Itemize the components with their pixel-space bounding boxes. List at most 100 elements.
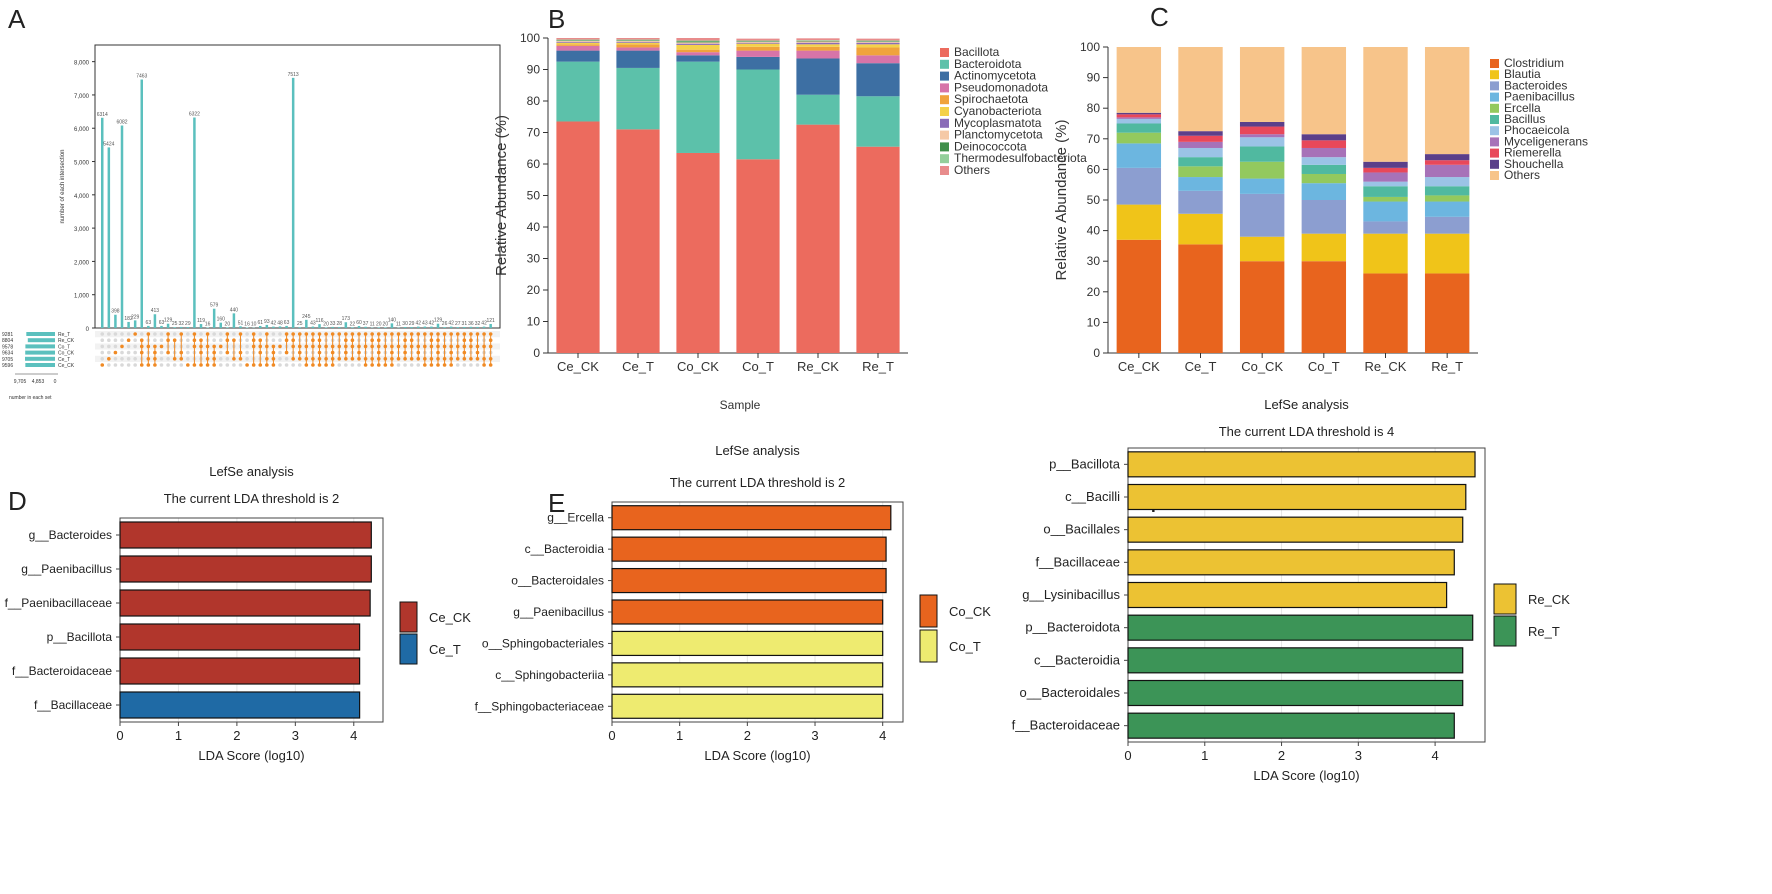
- intersection-bar: [443, 327, 446, 328]
- stacked-segment: [1178, 131, 1223, 136]
- set-axis-tick: 9,705: [14, 379, 27, 385]
- intersection-value-label: 413: [151, 308, 160, 314]
- stacked-segment: [676, 41, 720, 43]
- matrix-dot: [278, 344, 282, 349]
- matrix-dot: [139, 332, 144, 336]
- y-tick-label: 90: [527, 63, 541, 77]
- y-category-label: c__Bacilli: [1065, 489, 1120, 504]
- matrix-dot: [218, 350, 223, 355]
- stacked-segment: [1116, 143, 1162, 168]
- panel-label-b: B: [548, 4, 565, 34]
- intersection-value-label: 42: [271, 321, 277, 327]
- intersection-bar: [423, 326, 427, 328]
- matrix-dot: [232, 332, 236, 336]
- x-tick-label: Co_CK: [677, 359, 719, 374]
- matrix-dot: [126, 357, 131, 361]
- plot-frame: [119, 517, 384, 723]
- legend-label: Paenibacillus: [1504, 90, 1575, 104]
- matrix-dot: [278, 357, 282, 361]
- intersection-value-label: 160: [217, 317, 226, 323]
- matrix-dot: [113, 344, 118, 349]
- legend-label: Re_T: [1528, 624, 1560, 639]
- y-tick-label: 7,000: [74, 94, 90, 100]
- stacked-segment: [856, 38, 900, 41]
- matrix-dot: [113, 350, 118, 355]
- intersection-bar: [417, 326, 420, 328]
- stacked-segment: [556, 45, 600, 51]
- stacked-segment: [1116, 239, 1162, 353]
- matrix-dot: [403, 363, 407, 367]
- matrix-dot: [166, 357, 170, 361]
- intersection-bar: [140, 79, 143, 328]
- intersection-value-label: 42: [481, 321, 487, 327]
- intersection-value-label: 42: [415, 321, 421, 327]
- matrix-dot: [172, 363, 177, 367]
- set-name-label: Re_T: [58, 332, 70, 338]
- intersection-value-label: 63: [284, 320, 290, 326]
- matrix-dot: [107, 338, 111, 343]
- matrix-dot: [133, 344, 137, 349]
- legend-swatch: [1490, 103, 1499, 113]
- intersection-value-label: 30: [402, 321, 408, 327]
- stacked-segment: [1301, 173, 1347, 184]
- stacked-segment: [676, 55, 720, 62]
- matrix-dot: [159, 338, 164, 343]
- legend-label: Ce_T: [429, 642, 461, 657]
- matrix-dot: [120, 363, 124, 367]
- stacked-segment: [1363, 196, 1408, 202]
- stacked-segment: [796, 42, 840, 45]
- y-category-label: p__Bacillota: [1049, 456, 1121, 471]
- set-name-label: Co_T: [58, 344, 70, 350]
- set-axis-tick: 0: [54, 379, 57, 385]
- intersection-value-label: 20: [225, 321, 231, 327]
- lda-bar: [1127, 614, 1474, 641]
- matrix-dot: [100, 338, 105, 343]
- intersection-bar: [305, 319, 308, 328]
- stacked-segment: [1424, 177, 1470, 187]
- stacked-segment: [676, 40, 720, 42]
- matrix-dot: [133, 363, 137, 367]
- intersection-value-label: 43: [422, 321, 428, 327]
- stacked-segment: [736, 50, 780, 57]
- stacked-segment: [676, 43, 720, 45]
- stacked-segment: [1301, 183, 1347, 200]
- stacked-segment: [1301, 134, 1347, 141]
- stacked-segment: [736, 38, 780, 41]
- y-category-label: o__Bacteroidales: [1020, 685, 1121, 700]
- matrix-dot: [126, 332, 131, 336]
- legend-swatch: [940, 95, 949, 105]
- stacked-segment: [736, 41, 780, 43]
- stacked-segment: [1239, 137, 1285, 147]
- intersection-bar: [390, 323, 394, 328]
- intersection-value-label: 28: [336, 321, 342, 327]
- stacked-segment: [1301, 47, 1347, 135]
- lda-bar: [119, 691, 361, 719]
- panel-d-lefse-ce: LefSe analysis The current LDA threshold …: [5, 464, 472, 763]
- lda-bar: [1127, 483, 1467, 511]
- intersection-value-label: 11: [396, 322, 401, 328]
- stacked-segment: [1424, 233, 1470, 274]
- stacked-segment: [1178, 157, 1223, 167]
- matrix-dot: [159, 344, 164, 349]
- intersection-bar: [476, 326, 479, 328]
- matrix-dot: [350, 363, 355, 367]
- set-name-label: Re_CK: [58, 338, 75, 344]
- intersection-value-label: 31: [462, 321, 468, 327]
- intersection-value-label: 173: [342, 316, 351, 322]
- matrix-dot: [225, 350, 230, 355]
- intersection-bar: [351, 327, 354, 328]
- stacked-segment: [676, 42, 720, 44]
- stacked-segment: [1239, 261, 1285, 353]
- stacked-segment: [856, 42, 900, 45]
- y-tick-label: 10: [527, 315, 541, 329]
- legend-label: Bacteroides: [1504, 78, 1567, 92]
- panel-e-lefse-co: LefSe analysis The current LDA threshold …: [475, 443, 992, 763]
- stacked-segment: [556, 41, 600, 43]
- stacked-segment: [796, 40, 840, 42]
- intersection-bar: [278, 326, 282, 328]
- stacked-segment: [1239, 236, 1285, 262]
- intersection-value-label: 22: [350, 321, 356, 327]
- stacked-segment: [1239, 126, 1285, 135]
- matrix-dot: [133, 338, 137, 343]
